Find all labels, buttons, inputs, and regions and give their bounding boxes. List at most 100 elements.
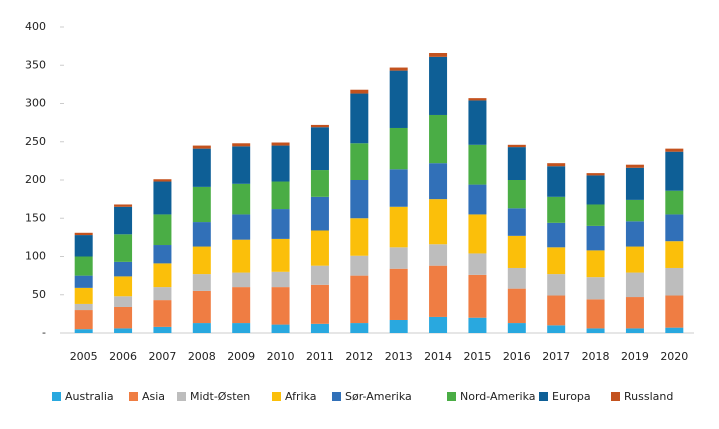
legend-label: Europa bbox=[552, 390, 591, 403]
bar-segment bbox=[350, 218, 369, 256]
bar-segment bbox=[468, 214, 487, 254]
bar-segment bbox=[665, 327, 684, 333]
bar-segment bbox=[310, 284, 329, 324]
bar-segment bbox=[114, 306, 133, 329]
bar-segment bbox=[468, 144, 487, 185]
legend-swatch bbox=[177, 392, 186, 401]
bar-segment bbox=[271, 142, 290, 146]
x-tick-label: 2014 bbox=[424, 350, 452, 363]
bar-segment bbox=[74, 303, 93, 311]
bar-segment bbox=[271, 287, 290, 325]
bar-segment bbox=[389, 127, 408, 170]
bar-segment bbox=[192, 186, 211, 223]
bar-segment bbox=[389, 268, 408, 320]
bar-segment bbox=[389, 67, 408, 71]
legend-label: Asia bbox=[142, 390, 165, 403]
bar-segment bbox=[114, 234, 133, 262]
bar-segment bbox=[271, 181, 290, 210]
y-tick-label: 350 bbox=[25, 58, 46, 71]
bar-segment bbox=[350, 255, 369, 276]
bar-segment bbox=[114, 261, 133, 277]
bar-segment bbox=[468, 100, 487, 145]
legend-swatch bbox=[129, 392, 138, 401]
bar-segment bbox=[429, 56, 448, 115]
legend-label: Afrika bbox=[285, 390, 317, 403]
bar-segment bbox=[507, 235, 526, 268]
y-tick-label: 300 bbox=[25, 97, 46, 110]
bar-segment bbox=[192, 290, 211, 324]
bar-segment bbox=[507, 147, 526, 180]
bar-segment bbox=[271, 324, 290, 333]
legend-swatch bbox=[332, 392, 341, 401]
bar-segment bbox=[507, 180, 526, 209]
bar-segment bbox=[310, 170, 329, 197]
bar-segment bbox=[153, 181, 172, 215]
bar-segment bbox=[625, 328, 644, 333]
bar-segment bbox=[429, 199, 448, 245]
x-tick-label: 2007 bbox=[148, 350, 176, 363]
bar-segment bbox=[547, 166, 566, 197]
bar-segment bbox=[429, 265, 448, 317]
bar-segment bbox=[665, 241, 684, 268]
bar-segment bbox=[114, 206, 133, 235]
x-tick-label: 2019 bbox=[621, 350, 649, 363]
bar-segment bbox=[507, 267, 526, 289]
bar-segment bbox=[271, 271, 290, 288]
bar-segment bbox=[547, 274, 566, 296]
bar-segment bbox=[389, 319, 408, 333]
bar-segment bbox=[114, 204, 133, 207]
bar-segment bbox=[310, 323, 329, 333]
bar-segment bbox=[547, 325, 566, 333]
bar-segment bbox=[389, 206, 408, 248]
bar-segment bbox=[271, 238, 290, 272]
bar-segment bbox=[153, 287, 172, 301]
bar-segment bbox=[547, 247, 566, 275]
bar-segment bbox=[468, 317, 487, 333]
bar-segment bbox=[389, 247, 408, 269]
x-tick-label: 2015 bbox=[463, 350, 491, 363]
legend-swatch bbox=[447, 392, 456, 401]
bar-segment bbox=[74, 287, 93, 304]
bar-segment bbox=[350, 93, 369, 144]
bar-segment bbox=[507, 144, 526, 148]
x-tick-label: 2006 bbox=[109, 350, 137, 363]
bar-segment bbox=[429, 53, 448, 57]
bar-segment bbox=[74, 275, 93, 288]
x-tick-label: 2010 bbox=[267, 350, 295, 363]
y-tick-label: 150 bbox=[25, 211, 46, 224]
y-tick-label: 200 bbox=[25, 173, 46, 186]
bar-segment bbox=[153, 263, 172, 288]
bar-segment bbox=[350, 275, 369, 324]
bar-segment bbox=[468, 98, 487, 101]
legend-label: Australia bbox=[65, 390, 114, 403]
bar-segment bbox=[625, 164, 644, 168]
x-tick-label: 2013 bbox=[385, 350, 413, 363]
bar-segment bbox=[586, 173, 605, 176]
bar-segment bbox=[429, 163, 448, 200]
bar-segment bbox=[665, 148, 684, 152]
bar-segment bbox=[74, 232, 93, 236]
bar-segment bbox=[586, 204, 605, 226]
bar-segment bbox=[507, 208, 526, 236]
bar-segment bbox=[625, 167, 644, 200]
bar-segment bbox=[389, 169, 408, 207]
bar-segment bbox=[586, 250, 605, 278]
bar-segment bbox=[310, 196, 329, 231]
bar-segment bbox=[625, 272, 644, 298]
bar-segment bbox=[547, 222, 566, 248]
bar-segment bbox=[586, 299, 605, 329]
x-tick-label: 2020 bbox=[660, 350, 688, 363]
bar-segment bbox=[192, 246, 211, 275]
bar-segment bbox=[153, 179, 172, 182]
bar-segment bbox=[232, 272, 251, 288]
bar-segment bbox=[192, 274, 211, 291]
bar-segment bbox=[429, 316, 448, 333]
bar-segment bbox=[232, 287, 251, 324]
legend-swatch bbox=[272, 392, 281, 401]
bar-segment bbox=[350, 180, 369, 219]
y-tick-label: 250 bbox=[25, 135, 46, 148]
x-tick-label: 2016 bbox=[503, 350, 531, 363]
bar-segment bbox=[507, 288, 526, 324]
bar-segment bbox=[665, 267, 684, 296]
legend-swatch bbox=[611, 392, 620, 401]
